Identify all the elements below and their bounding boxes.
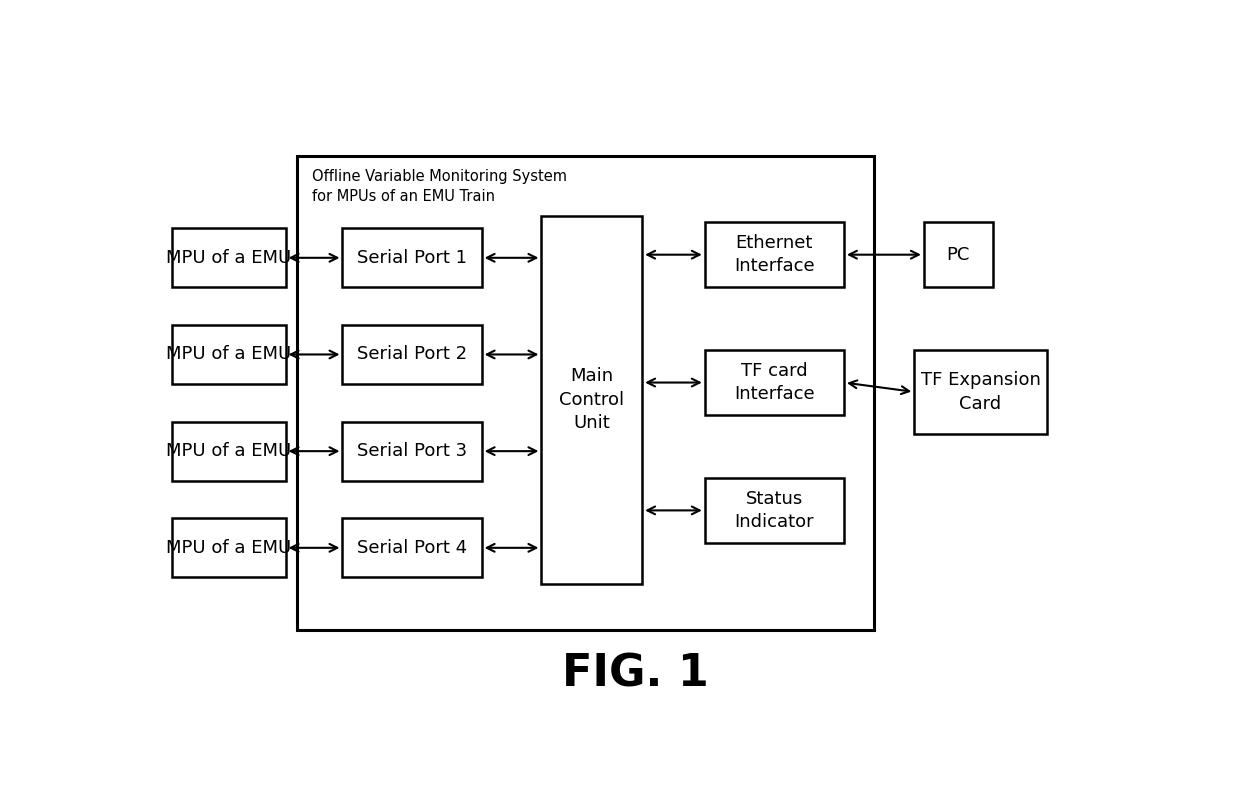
Text: TF card
Interface: TF card Interface <box>734 362 815 403</box>
Text: Main
Control
Unit: Main Control Unit <box>559 367 624 433</box>
Text: Serial Port 1: Serial Port 1 <box>357 249 467 266</box>
Bar <box>172 421 285 481</box>
Bar <box>342 421 481 481</box>
Bar <box>172 325 285 384</box>
Bar <box>342 518 481 578</box>
Text: PC: PC <box>946 245 970 264</box>
Bar <box>172 518 285 578</box>
Bar <box>342 228 481 288</box>
Bar <box>298 156 874 630</box>
Bar <box>914 350 1047 434</box>
Text: Status
Indicator: Status Indicator <box>734 489 815 531</box>
Bar <box>704 222 844 288</box>
Bar <box>704 478 844 544</box>
Text: FIG. 1: FIG. 1 <box>562 653 709 696</box>
Text: Serial Port 3: Serial Port 3 <box>357 442 467 460</box>
Text: Serial Port 4: Serial Port 4 <box>357 539 467 556</box>
Bar <box>924 222 993 288</box>
Text: MPU of a EMU: MPU of a EMU <box>166 442 291 460</box>
Text: Offline Variable Monitoring System
for MPUs of an EMU Train: Offline Variable Monitoring System for M… <box>311 169 567 204</box>
Text: MPU of a EMU: MPU of a EMU <box>166 249 291 266</box>
Bar <box>172 228 285 288</box>
Text: MPU of a EMU: MPU of a EMU <box>166 539 291 556</box>
Text: Ethernet
Interface: Ethernet Interface <box>734 234 815 275</box>
Bar <box>704 350 844 416</box>
Text: TF Expansion
Card: TF Expansion Card <box>920 371 1040 413</box>
Text: MPU of a EMU: MPU of a EMU <box>166 346 291 364</box>
Bar <box>542 215 642 584</box>
Text: Serial Port 2: Serial Port 2 <box>357 346 467 364</box>
Bar <box>342 325 481 384</box>
